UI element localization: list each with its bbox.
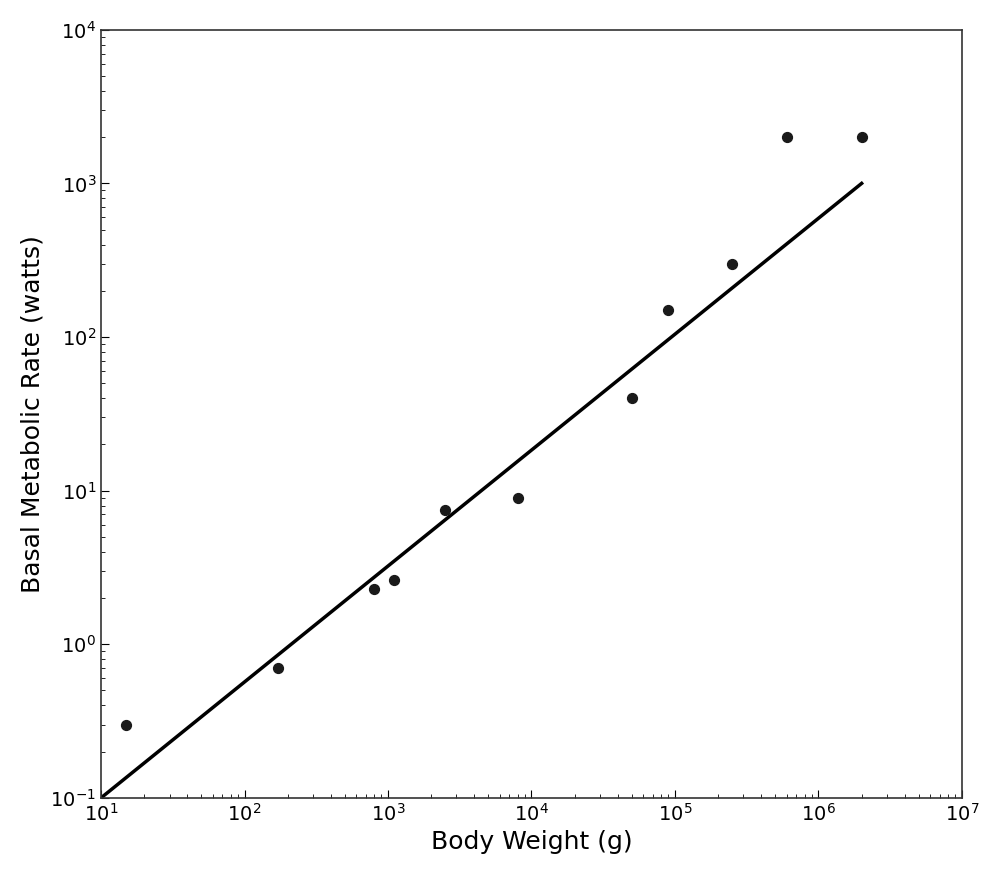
Point (118, 718, 134, 732)
Point (437, 503, 453, 517)
X-axis label: Body Weight (g): Body Weight (g) (431, 830, 632, 854)
Point (270, 661, 286, 675)
Point (386, 573, 402, 587)
Point (510, 491, 526, 505)
Point (724, 256, 740, 270)
Point (660, 303, 676, 317)
Point (779, 130, 795, 144)
Y-axis label: Basal Metabolic Rate (watts): Basal Metabolic Rate (watts) (21, 234, 45, 592)
Point (366, 582, 382, 596)
Point (854, 130, 870, 144)
Point (624, 391, 640, 405)
